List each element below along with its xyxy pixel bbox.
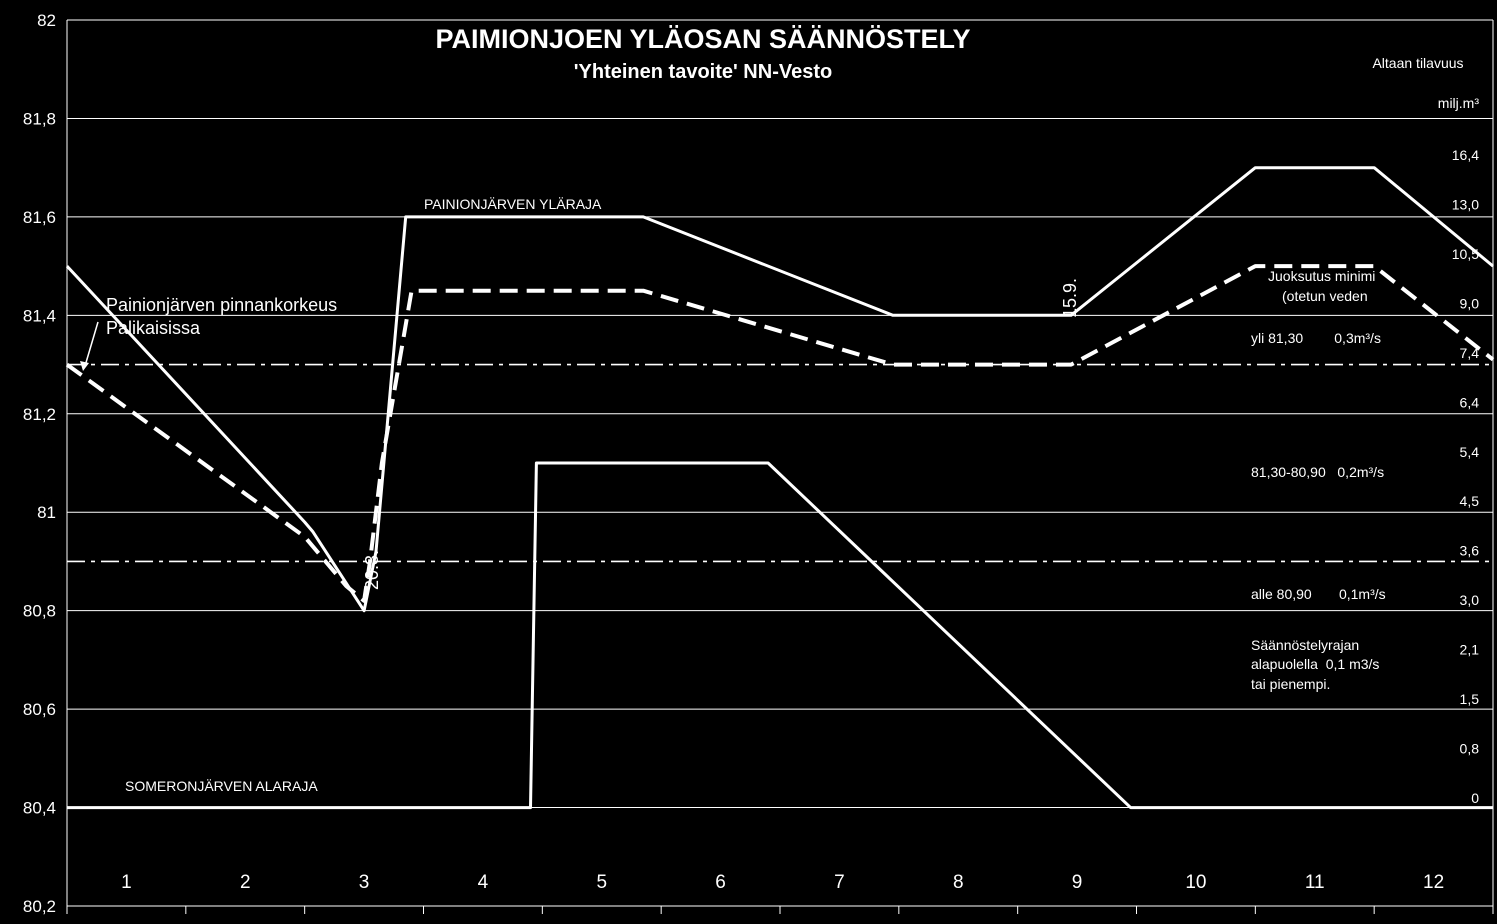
right-axis-value: 13,0 [1452, 196, 1479, 212]
gridlines [67, 19, 1493, 907]
level-label-pointer [84, 321, 99, 367]
level-label-arrowhead [80, 361, 89, 371]
flow-below-line1: Säännöstelyrajan [1251, 637, 1359, 653]
y-tick-label: 82 [37, 11, 56, 30]
x-tick-label: 3 [359, 872, 370, 893]
upper-limit-label: PAINIONJÄRVEN YLÄRAJA [424, 196, 602, 212]
right-axis-value: 9,0 [1460, 295, 1480, 311]
right-axis-value: 5,4 [1460, 444, 1480, 460]
date-march-label: 20.3. [362, 550, 382, 590]
flow-mid-label: 81,30-80,90 0,2m³/s [1251, 464, 1384, 480]
flow-below-line2: alapuolella 0,1 m3/s [1251, 656, 1379, 672]
right-axis-label: Altaan tilavuus [1372, 55, 1463, 71]
x-tick-label: 1 [121, 872, 132, 893]
right-axis-value: 16,4 [1452, 147, 1479, 163]
y-tick-label: 81,8 [23, 109, 56, 128]
x-tick-label: 9 [1072, 872, 1083, 893]
right-axis-value: 2,1 [1460, 642, 1480, 658]
y-tick-label: 81,2 [23, 405, 56, 424]
date-sept-label: 15.9. [1060, 278, 1080, 318]
x-tick-label: 11 [1305, 872, 1325, 893]
right-axis-value: 6,4 [1460, 394, 1480, 410]
right-axis-value: 4,5 [1460, 493, 1480, 509]
y-tick-label: 80,6 [23, 700, 56, 719]
series-line-1 [65, 166, 1494, 613]
chart-title: PAIMIONJOEN YLÄOSAN SÄÄNNÖSTELY [435, 24, 970, 54]
x-tick-label: 7 [834, 872, 845, 893]
y-tick-label: 81,6 [23, 208, 56, 227]
lower-limit-label: SOMERONJÄRVEN ALARAJA [125, 778, 318, 794]
level-label-line2: Palikaisissa [106, 318, 201, 338]
x-tick-label: 12 [1423, 872, 1444, 893]
right-axis-value: 1,5 [1460, 691, 1480, 707]
flow-title-line2: (otetun veden [1282, 288, 1368, 304]
right-axis-unit: milj.m³ [1438, 95, 1480, 111]
right-axis-value: 0,8 [1460, 741, 1480, 757]
x-tick-labels: 1 2 3 4 5 6 7 8 9 10 11 12 [121, 872, 1444, 893]
y-tick-label: 80,4 [23, 799, 56, 818]
y-tick-label: 81 [37, 503, 56, 522]
flow-below-line3: tai pienempi. [1251, 676, 1330, 692]
x-tick-label: 5 [596, 872, 607, 893]
right-axis-labels: 16,4 13,0 10,5 9,0 7,4 6,4 5,4 4,5 3,6 3,0 2,1 1,5 0… [1452, 147, 1479, 806]
right-axis-value: 3,6 [1460, 543, 1480, 559]
right-axis-value: 3,0 [1460, 592, 1480, 608]
y-tick-label: 80,2 [23, 897, 56, 916]
x-tick-label: 6 [715, 872, 726, 893]
right-axis-value: 0 [1471, 790, 1479, 806]
right-axis-value: 7,4 [1460, 345, 1480, 361]
series-line-3 [67, 461, 1493, 810]
y-tick-label: 80,8 [23, 602, 56, 621]
x-tick-label: 8 [953, 872, 964, 893]
flow-high-label: yli 81,30 0,3m³/s [1251, 330, 1381, 346]
level-label-line1: Painionjärven pinnankorkeus [106, 295, 337, 315]
y-tick-labels: 80,2 80,4 80,6 80,8 81 81,2 81,4 81,6 81,8 82 [23, 11, 56, 916]
flow-low-label: alle 80,90 0,1m³/s [1251, 586, 1386, 602]
series-line-2 [65, 264, 1495, 603]
chart-subtitle: 'Yhteinen tavoite' NN-Vesto [574, 61, 832, 83]
y-tick-label: 81,4 [23, 306, 56, 325]
axes [66, 20, 1494, 914]
right-axis-value: 10,5 [1452, 246, 1479, 262]
x-tick-label: 4 [478, 872, 489, 893]
flow-title-line1: Juoksutus minimi [1268, 268, 1375, 284]
x-tick-label: 10 [1185, 872, 1206, 893]
x-tick-label: 2 [240, 872, 251, 893]
series-lines [65, 166, 1495, 810]
